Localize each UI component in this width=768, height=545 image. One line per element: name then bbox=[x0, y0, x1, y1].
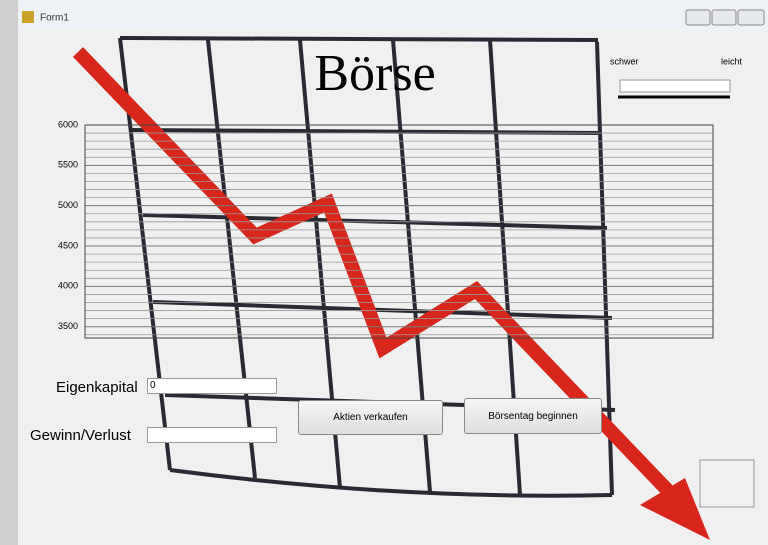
start-button[interactable]: Börsentag beginnen bbox=[464, 398, 602, 434]
y-tick-label: 3500 bbox=[58, 321, 78, 331]
difficulty-left-label: schwer bbox=[610, 56, 639, 66]
y-tick-label: 5500 bbox=[58, 160, 78, 170]
y-tick-label: 4000 bbox=[58, 281, 78, 291]
indicator-box bbox=[700, 460, 754, 507]
profit-label: Gewinn/Verlust bbox=[30, 427, 131, 444]
window-title: Form1 bbox=[40, 13, 69, 24]
maximize-button[interactable] bbox=[712, 10, 736, 25]
difficulty-right-label: leicht bbox=[721, 56, 743, 66]
y-tick-label: 4500 bbox=[58, 240, 78, 250]
profit-textbox[interactable] bbox=[147, 427, 277, 443]
window: Form1 Börse schwer leicht 3500 4000 4500 50… bbox=[0, 0, 768, 545]
window-buttons bbox=[686, 10, 764, 25]
capital-label: Eigenkapital bbox=[56, 379, 138, 396]
close-button[interactable] bbox=[738, 10, 764, 25]
left-frame bbox=[0, 0, 18, 545]
minimize-button[interactable] bbox=[686, 10, 710, 25]
form-canvas: Form1 Börse schwer leicht 3500 4000 4500 50… bbox=[0, 0, 768, 545]
app-icon bbox=[22, 11, 34, 23]
y-tick-label: 6000 bbox=[58, 119, 78, 129]
title-bar bbox=[18, 0, 768, 30]
sell-button[interactable]: Aktien verkaufen bbox=[298, 400, 443, 435]
heading: Börse bbox=[314, 45, 435, 102]
capital-textbox[interactable]: 0 bbox=[147, 378, 277, 394]
y-tick-label: 5000 bbox=[58, 200, 78, 210]
